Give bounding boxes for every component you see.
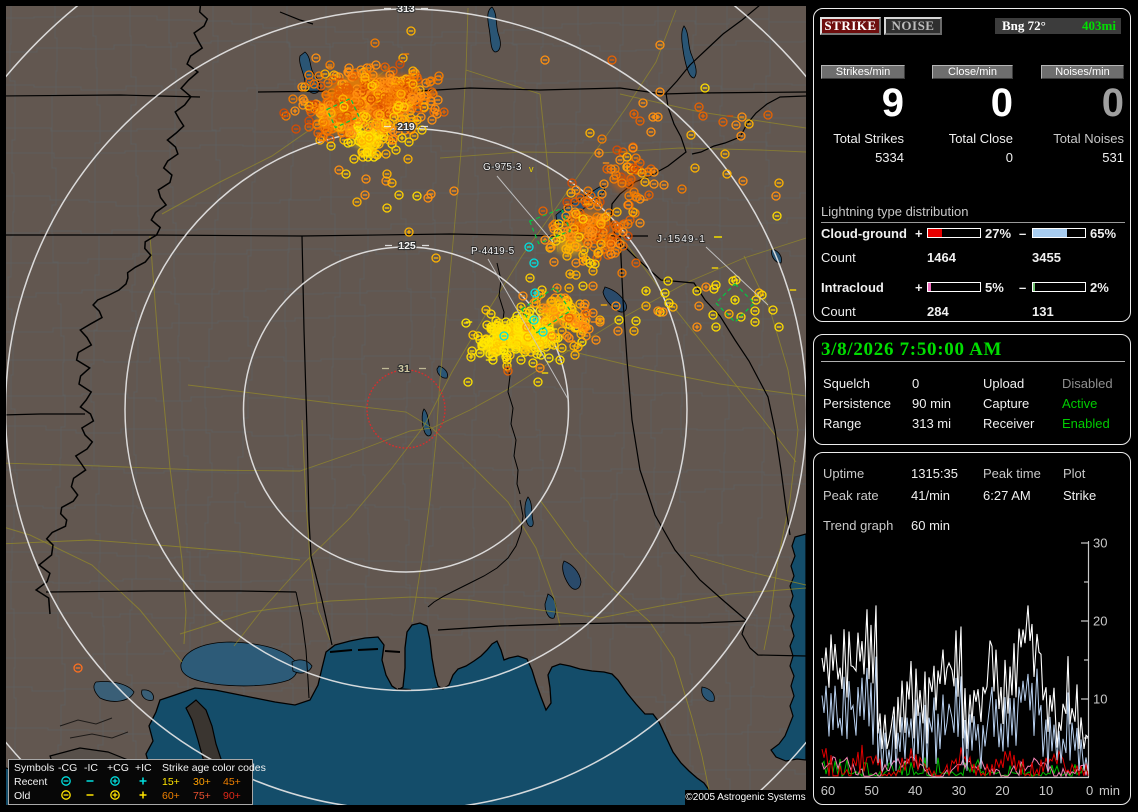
- svg-text:125: 125: [398, 240, 416, 252]
- svg-text:G-975-3: G-975-3: [483, 162, 522, 173]
- svg-text:J-1549-1: J-1549-1: [657, 234, 706, 245]
- svg-text:10: 10: [1093, 692, 1107, 707]
- svg-text:125: 125: [398, 240, 416, 252]
- svg-text:31: 31: [398, 363, 410, 375]
- svg-text:60: 60: [821, 783, 835, 798]
- svg-text:10: 10: [1039, 783, 1053, 798]
- svg-text:313: 313: [397, 6, 415, 15]
- svg-text:J-1549-1: J-1549-1: [657, 234, 706, 245]
- svg-text:min: min: [1099, 783, 1120, 798]
- svg-text:20: 20: [995, 783, 1009, 798]
- svg-text:20: 20: [1093, 614, 1107, 629]
- svg-text:v: v: [529, 164, 534, 174]
- svg-text:219: 219: [397, 121, 415, 133]
- svg-text:50: 50: [864, 783, 878, 798]
- svg-text:30: 30: [952, 783, 966, 798]
- svg-text:40: 40: [908, 783, 922, 798]
- svg-text:31: 31: [398, 363, 410, 375]
- svg-text:0: 0: [1086, 783, 1093, 798]
- svg-text:P-4419-5: P-4419-5: [471, 246, 515, 257]
- svg-text:313: 313: [397, 6, 415, 15]
- svg-text:P-4419-5: P-4419-5: [471, 246, 515, 257]
- svg-text:219: 219: [397, 121, 415, 133]
- svg-text:30: 30: [1093, 536, 1107, 551]
- svg-text:G-975-3: G-975-3: [483, 162, 522, 173]
